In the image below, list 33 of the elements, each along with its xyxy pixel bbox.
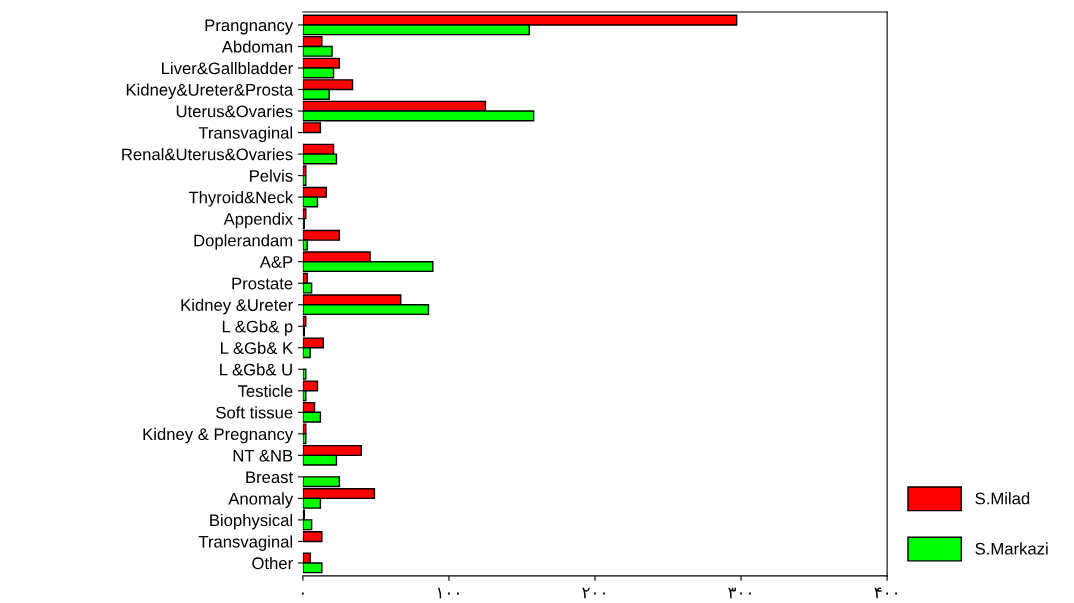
y-tick-label: L &Gb& K xyxy=(221,341,293,354)
legend-label: S.Milad xyxy=(975,492,1030,505)
x-tick-label: ۲۰۰ xyxy=(582,587,605,599)
y-tick-label: Thyroid&Neck xyxy=(188,191,294,207)
y-tick-label: Kidney &Ureter xyxy=(181,298,293,315)
y-tick-label: Other xyxy=(252,556,293,570)
y-tick-label: Testicle xyxy=(237,384,293,397)
y-tick-label: Abdoman xyxy=(221,40,293,53)
x-tick-label: ۴۰۰ xyxy=(874,587,897,599)
y-tick-label: Soft tissue xyxy=(216,406,293,419)
y-tick-label: Biophysical xyxy=(210,513,293,530)
y-tick-label: A&P xyxy=(259,256,293,268)
y-tick-label: Transvaginal xyxy=(198,535,293,551)
y-tick-label: NT &NB xyxy=(233,449,293,462)
y-tick-label: Prangnancy xyxy=(205,19,294,35)
legend-label: S.Markazi xyxy=(975,542,1048,555)
y-tick-label: L &Gb& p xyxy=(222,320,293,336)
y-tick-label: Kidney & Pregnancy xyxy=(143,427,294,444)
y-tick-label: Kidney&Ureter&Prosta xyxy=(126,83,294,100)
y-tick-label: L &Gb& U xyxy=(220,363,292,376)
y-tick-label: Uterus&Ovaries xyxy=(176,105,293,118)
y-tick-label: Doplerandam xyxy=(194,234,293,250)
y-tick-label: Transvaginal xyxy=(198,126,293,143)
y-tick-label: Prostate xyxy=(232,277,293,290)
y-tick-label: Breast xyxy=(246,471,294,484)
y-tick-label: Anomaly xyxy=(228,492,294,508)
x-tick-label: ۱۰۰ xyxy=(437,587,459,599)
y-tick-label: Appendix xyxy=(223,212,293,229)
x-tick-label: ۰ xyxy=(301,592,304,595)
y-tick-label: Renal&Uterus&Ovaries xyxy=(122,148,293,161)
y-tick-label: Pelvis xyxy=(250,169,293,182)
y-tick-label: Liver&Gallbladder xyxy=(162,61,293,75)
x-tick-label: ۳۰۰ xyxy=(728,587,751,599)
